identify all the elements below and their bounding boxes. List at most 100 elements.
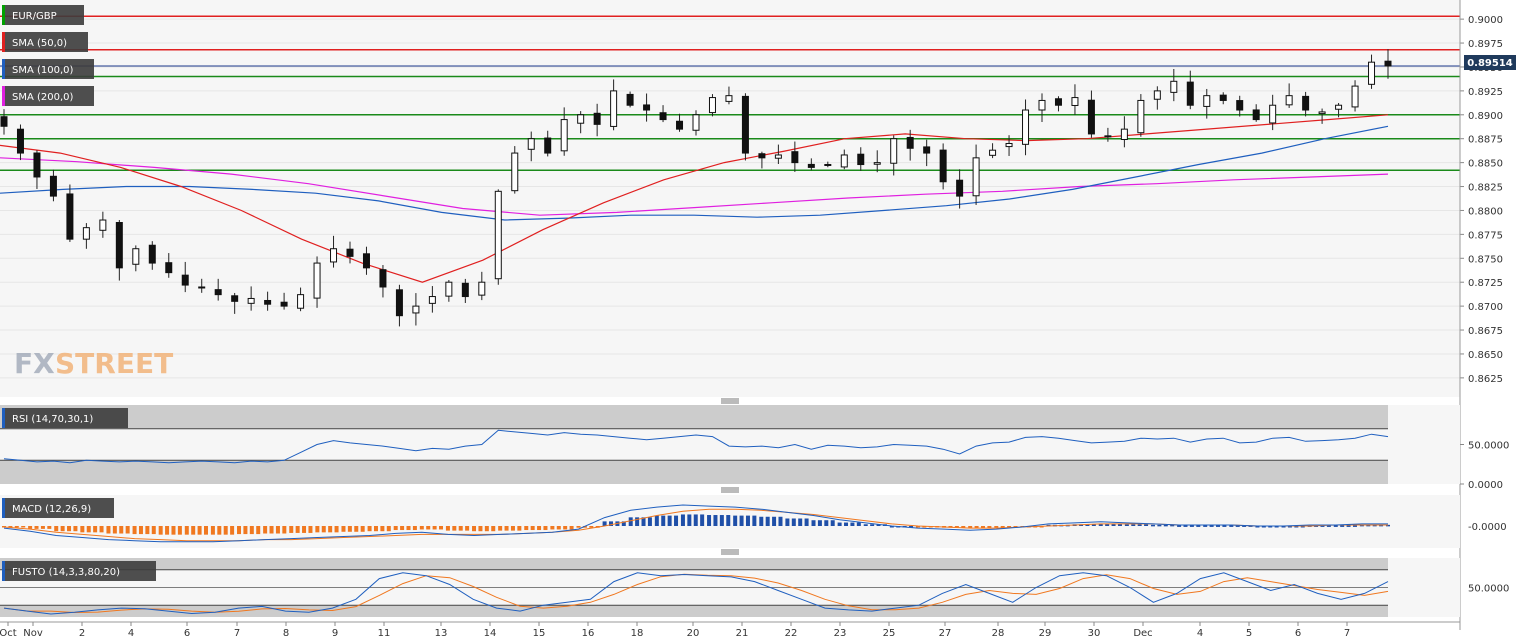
legend-symbol: EUR/GBP — [2, 5, 84, 25]
candle — [807, 158, 815, 171]
candle — [1137, 94, 1145, 137]
macd-histogram-bar — [158, 526, 163, 535]
y-tick-label: 0.8675 — [1468, 326, 1503, 337]
x-tick-label: 28 — [992, 628, 1005, 639]
macd-histogram-bar — [798, 518, 803, 526]
symbol-label: EUR/GBP — [12, 11, 57, 22]
macd-histogram-bar — [14, 526, 19, 528]
candle — [264, 291, 272, 311]
candle — [1368, 54, 1376, 89]
macd-histogram-bar — [321, 526, 326, 533]
macd-histogram-bar — [67, 526, 72, 532]
overbought-zone — [0, 558, 1388, 570]
macd-histogram-bar — [661, 515, 666, 526]
macd-histogram-bar — [282, 526, 287, 534]
candle — [214, 278, 222, 301]
x-tick-label: 21 — [736, 628, 749, 639]
x-tick-label: 14 — [484, 628, 497, 639]
macd-histogram-bar — [86, 526, 91, 533]
macd-histogram-bar — [439, 526, 444, 530]
macd-histogram-bar — [8, 526, 13, 528]
candle — [1153, 86, 1161, 110]
x-tick-label: 18 — [631, 628, 644, 639]
overbought-zone — [0, 405, 1388, 429]
macd-histogram-bar — [837, 522, 842, 526]
fusto-k-line — [3, 572, 1389, 615]
candle — [1384, 49, 1392, 79]
macd-histogram-bar — [1098, 523, 1103, 526]
macd-histogram-bar — [759, 516, 764, 526]
candle — [774, 144, 782, 165]
macd-histogram-bar — [99, 526, 104, 533]
macd-histogram-bar — [138, 526, 143, 535]
macd-histogram-bar — [80, 526, 85, 533]
macd-histogram-bar — [203, 526, 208, 535]
current-price-tag: 0.89514 — [1464, 55, 1516, 70]
candle — [247, 286, 255, 311]
candle — [692, 110, 700, 136]
macd-histogram-bar — [791, 518, 796, 526]
x-tick-label: Nov — [23, 628, 43, 639]
macd-histogram-bar — [60, 526, 65, 532]
macd-histogram-bar — [28, 526, 33, 529]
macd-histogram-bar — [406, 526, 411, 531]
macd-histogram-bar — [171, 526, 176, 535]
macd-histogram-bar — [1000, 526, 1005, 528]
macd-histogram-bar — [34, 526, 39, 529]
candle — [1022, 99, 1030, 156]
macd-histogram-bar — [719, 515, 724, 526]
candle — [741, 93, 749, 161]
candle — [972, 144, 980, 205]
macd-histogram-bar — [563, 526, 568, 530]
macd-histogram-bar — [347, 526, 352, 532]
macd-histogram-bar — [863, 524, 868, 526]
macd-histogram-bar — [1222, 525, 1227, 527]
x-tick-label: 7 — [1344, 628, 1350, 639]
legend-sma100: SMA (100,0) — [2, 59, 94, 79]
macd-histogram-bar — [230, 526, 235, 535]
macd-histogram-bar — [1124, 524, 1129, 526]
macd-histogram-bar — [1372, 524, 1377, 527]
rsi-line — [3, 429, 1389, 464]
candle — [82, 223, 90, 249]
candle — [132, 245, 140, 272]
macd-histogram-bar — [922, 526, 927, 528]
macd-histogram-bar — [1203, 525, 1208, 527]
macd-histogram-bar — [647, 517, 652, 526]
main-panel: 0.90000.89750.89500.89250.89000.88750.88… — [0, 0, 1516, 630]
candle — [148, 241, 156, 270]
macd-histogram-bar — [165, 526, 170, 535]
candle — [231, 292, 239, 314]
macd-histogram-bar — [713, 515, 718, 526]
sma200-label: SMA (200,0) — [12, 92, 74, 103]
x-tick-label: 13 — [435, 628, 448, 639]
macd-line — [3, 504, 1388, 543]
fxstreet-logo: FX STREET — [14, 347, 173, 380]
y-tick-label: 0.8975 — [1468, 39, 1503, 50]
panel-dividers — [721, 398, 739, 555]
macd-histogram-bar — [621, 521, 626, 526]
macd-histogram-bar — [1340, 525, 1345, 527]
macd-histogram-bar — [386, 526, 391, 532]
macd-histogram-bar — [1379, 524, 1384, 527]
macd-histogram-bar — [40, 526, 45, 529]
macd-histogram-bar — [393, 526, 398, 531]
y-tick-label: 0.8900 — [1468, 111, 1503, 122]
candle — [494, 189, 502, 285]
candle — [16, 124, 24, 161]
macd-histogram-bar — [1177, 525, 1182, 527]
candle — [297, 287, 305, 312]
candle — [1005, 135, 1013, 156]
macd-histogram-bar — [752, 515, 757, 526]
macd-histogram-bar — [1274, 526, 1279, 528]
macd-histogram-bar — [1111, 523, 1116, 526]
macd-histogram-bar — [765, 516, 770, 526]
candle — [989, 143, 997, 159]
candle — [115, 220, 123, 281]
macd-histogram-bar — [256, 526, 261, 535]
macd-histogram-bar — [1091, 524, 1096, 526]
macd-histogram-bar — [889, 526, 894, 528]
macd-histogram-bar — [517, 526, 522, 531]
candle — [824, 161, 832, 168]
candle — [890, 135, 898, 176]
